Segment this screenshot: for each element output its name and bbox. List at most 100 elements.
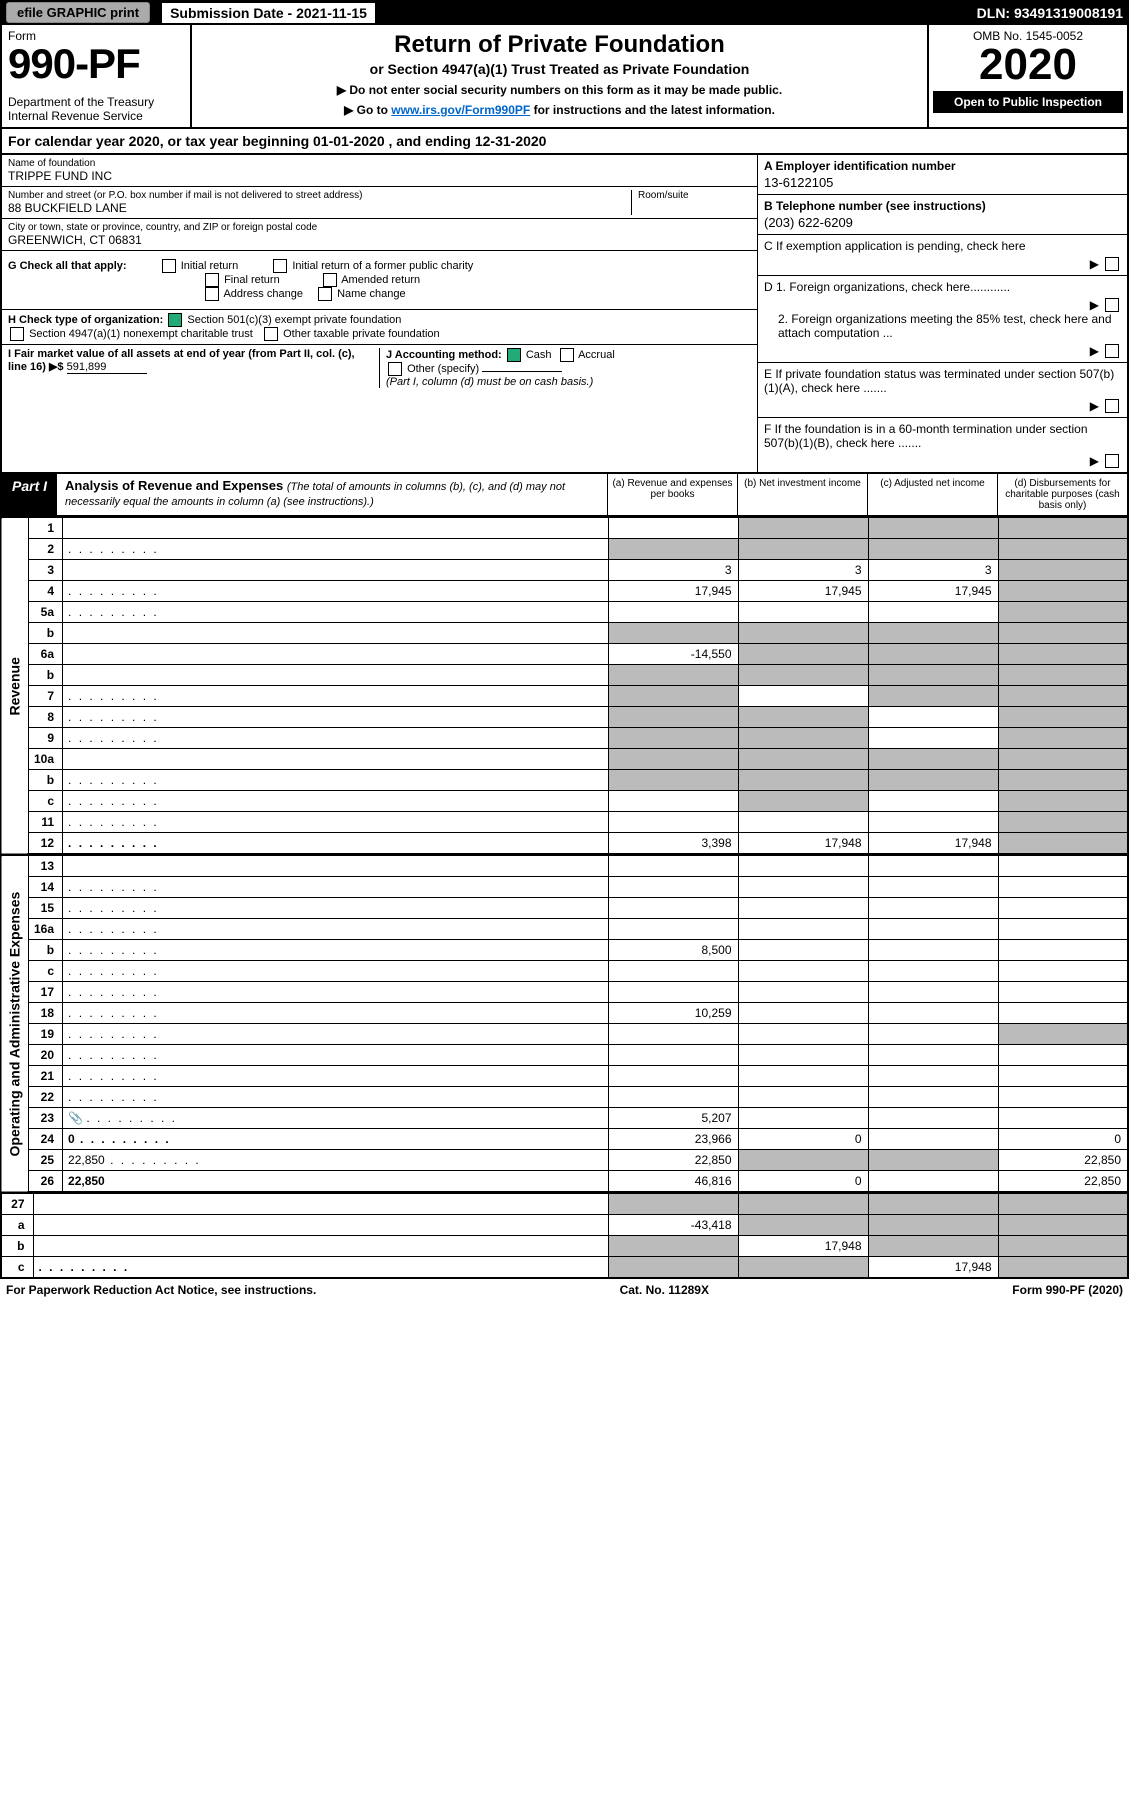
amount-cell [998, 539, 1128, 560]
j-note: (Part I, column (d) must be on cash basi… [386, 376, 593, 388]
chk-initial[interactable] [162, 259, 176, 273]
row-number: 25 [29, 1150, 63, 1171]
part1-label: Part I [2, 474, 57, 515]
amount-cell [738, 1045, 868, 1066]
attachment-icon[interactable]: 📎 [68, 1111, 86, 1125]
foundation-name: TRIPPE FUND INC [8, 169, 751, 183]
amount-cell: 17,948 [738, 1236, 868, 1257]
chk-d2[interactable] [1105, 344, 1119, 358]
chk-cash[interactable] [507, 348, 521, 362]
chk-other-method[interactable] [388, 362, 402, 376]
chk-f[interactable] [1105, 454, 1119, 468]
id-left: Name of foundation TRIPPE FUND INC Numbe… [2, 155, 757, 472]
chk-e[interactable] [1105, 399, 1119, 413]
table-row: 9 [1, 728, 1128, 749]
chk-501c3[interactable] [168, 313, 182, 327]
table-row: 19 [1, 1024, 1128, 1045]
amount-cell [738, 1215, 868, 1236]
row-number: 12 [29, 833, 63, 855]
amount-cell [738, 1003, 868, 1024]
table-row: 123,39817,94817,948 [1, 833, 1128, 855]
amount-cell [998, 898, 1128, 919]
part1-header: Part I Analysis of Revenue and Expenses … [0, 474, 1129, 517]
form-title: Return of Private Foundation [202, 31, 917, 59]
row-desc [63, 1024, 608, 1045]
chk-d1[interactable] [1105, 298, 1119, 312]
chk-c[interactable] [1105, 257, 1119, 271]
table-row: 24023,96600 [1, 1129, 1128, 1150]
amount-cell: 10,259 [608, 1003, 738, 1024]
chk-former[interactable] [273, 259, 287, 273]
ein-value: 13-6122105 [764, 175, 1121, 190]
row-desc [63, 961, 608, 982]
amount-cell [608, 665, 738, 686]
amount-cell [998, 940, 1128, 961]
row-number: 13 [29, 856, 63, 877]
street-address: 88 BUCKFIELD LANE [8, 201, 631, 215]
chk-accrual[interactable] [560, 348, 574, 362]
amount-cell [868, 1171, 998, 1193]
amount-cell [738, 644, 868, 665]
amount-cell [868, 1108, 998, 1129]
row-desc [63, 623, 608, 644]
table-row: 11 [1, 812, 1128, 833]
amount-cell [868, 518, 998, 539]
chk-amended[interactable] [323, 273, 337, 287]
amount-cell [998, 877, 1128, 898]
amount-cell: 22,850 [608, 1150, 738, 1171]
amount-cell: 22,850 [998, 1150, 1128, 1171]
note-ssn: ▶ Do not enter social security numbers o… [202, 83, 917, 97]
amount-cell [608, 1236, 738, 1257]
chk-4947[interactable] [10, 327, 24, 341]
row-number: 4 [29, 581, 63, 602]
amount-cell [738, 1087, 868, 1108]
amount-cell [868, 919, 998, 940]
amount-cell [738, 707, 868, 728]
row-desc [33, 1236, 608, 1257]
row-desc [33, 1215, 608, 1236]
table-row: 2522,85022,85022,850 [1, 1150, 1128, 1171]
amount-cell [998, 919, 1128, 940]
irs-label: Internal Revenue Service [8, 109, 184, 123]
room-label: Room/suite [638, 190, 751, 201]
row-number: 27 [1, 1194, 33, 1215]
chk-final[interactable] [205, 273, 219, 287]
amount-cell [738, 665, 868, 686]
amount-cell [608, 749, 738, 770]
amount-cell [868, 665, 998, 686]
chk-name[interactable] [318, 287, 332, 301]
amount-cell [608, 898, 738, 919]
h-label: H Check type of organization: [8, 314, 163, 326]
table-row: 14 [1, 877, 1128, 898]
name-label: Name of foundation [8, 158, 751, 169]
efile-print-button[interactable]: efile GRAPHIC print [6, 2, 150, 23]
e-label: E If private foundation status was termi… [764, 367, 1114, 395]
table-row: b [1, 770, 1128, 791]
amount-cell [738, 1150, 868, 1171]
amount-cell [868, 856, 998, 877]
amount-cell [738, 770, 868, 791]
row-number: b [29, 770, 63, 791]
amount-cell [738, 812, 868, 833]
amount-cell [738, 791, 868, 812]
identification-block: Name of foundation TRIPPE FUND INC Numbe… [0, 155, 1129, 474]
amount-cell: 3,398 [608, 833, 738, 855]
amount-cell [608, 919, 738, 940]
amount-cell: 22,850 [998, 1171, 1128, 1193]
chk-addr[interactable] [205, 287, 219, 301]
amount-cell [868, 812, 998, 833]
amount-cell [608, 539, 738, 560]
row-desc [63, 833, 608, 855]
amount-cell [738, 602, 868, 623]
addr-label: Number and street (or P.O. box number if… [8, 190, 631, 201]
irs-link[interactable]: www.irs.gov/Form990PF [391, 103, 530, 117]
amount-cell [998, 982, 1128, 1003]
row-number: 16a [29, 919, 63, 940]
chk-other-tax[interactable] [264, 327, 278, 341]
amount-cell [608, 982, 738, 1003]
amount-cell [738, 686, 868, 707]
amount-cell [608, 1024, 738, 1045]
part1-desc: Analysis of Revenue and Expenses (The to… [57, 474, 607, 515]
ein-label: A Employer identification number [764, 159, 956, 173]
footer-left: For Paperwork Reduction Act Notice, see … [6, 1283, 316, 1297]
